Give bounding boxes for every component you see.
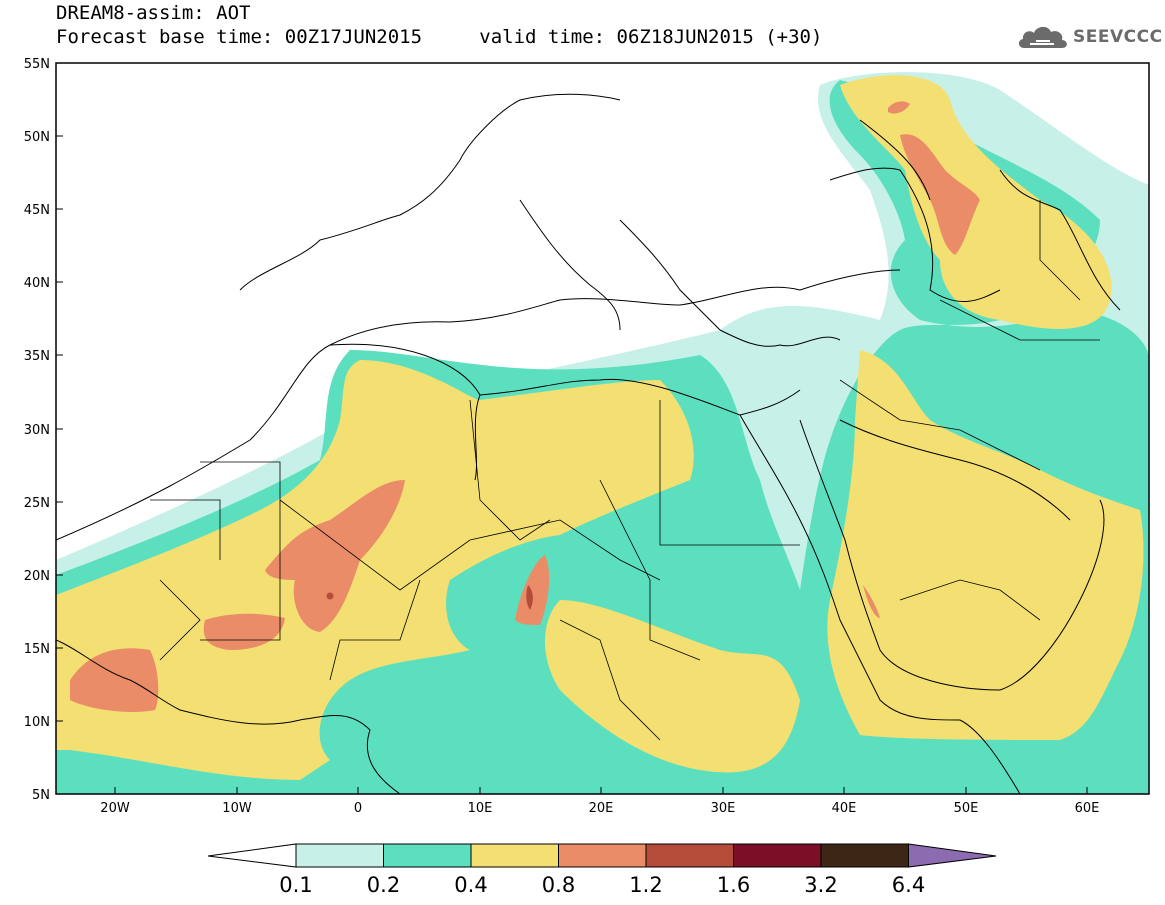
forecast-base-time: Forecast base time: 00Z17JUN2015 xyxy=(56,26,423,48)
colorbar-bin xyxy=(295,843,384,868)
aot-contour-0.4-sahara xyxy=(56,360,694,780)
aot-contour-0.4-central xyxy=(545,600,800,773)
lon-label: 0 xyxy=(354,801,362,816)
colorbar-label: 6.4 xyxy=(892,873,925,897)
colorbar-label: 3.2 xyxy=(804,873,837,897)
lat-label: 10N xyxy=(24,715,50,730)
aot-contour-1.2-mali xyxy=(326,592,334,600)
coastlines xyxy=(56,93,1121,794)
map-subtitle: Forecast base time: 00Z17JUN2015 valid t… xyxy=(56,26,822,48)
aot-contour-0.8-mali xyxy=(265,480,405,632)
lat-label: 50N xyxy=(24,130,50,145)
latitude-axis: 55N 50N 45N 40N 35N 30N 25N 20N 15N 10N … xyxy=(24,57,63,803)
aot-contour-0.8-caspian xyxy=(900,134,980,255)
colorbar-bin xyxy=(645,843,734,868)
aot-contour-0.8-redsea xyxy=(863,585,880,618)
lon-label: 10E xyxy=(468,801,493,816)
lat-label: 45N xyxy=(24,203,50,218)
aot-contour-0.8-chad xyxy=(515,555,550,625)
colorbar-over-triangle xyxy=(908,843,997,868)
lon-label: 10W xyxy=(222,801,252,816)
country-borders xyxy=(150,200,1100,741)
valid-time: valid time: 06Z18JUN2015 (+30) xyxy=(479,26,823,48)
lat-label: 30N xyxy=(24,423,50,438)
lat-label: 40N xyxy=(24,276,50,291)
lat-label: 15N xyxy=(24,642,50,657)
colorbar-label: 0.2 xyxy=(367,873,400,897)
colorbar-label: 1.6 xyxy=(717,873,750,897)
lat-label: 35N xyxy=(24,349,50,364)
lon-label: 30E xyxy=(711,801,736,816)
lon-label: 60E xyxy=(1075,801,1100,816)
colorbar-bin xyxy=(820,843,909,868)
logo-text: SEEVCCC xyxy=(1073,27,1163,47)
colorbar-bin xyxy=(383,843,472,868)
aot-contour-0.8-senegal xyxy=(70,648,159,712)
aot-contour-0.8-mauritania xyxy=(203,613,285,650)
aot-contour-0.4-arabia xyxy=(827,350,1144,740)
colorbar-under-triangle xyxy=(207,843,297,868)
colorbar-bin xyxy=(558,843,647,868)
cloud-icon xyxy=(1018,26,1067,48)
colorbar-label: 0.1 xyxy=(279,873,312,897)
lat-label: 55N xyxy=(24,57,50,72)
lon-label: 20W xyxy=(100,801,130,816)
aot-field xyxy=(56,63,1149,794)
colorbar-bin xyxy=(733,843,822,868)
lat-label: 20N xyxy=(24,569,50,584)
lon-label: 50E xyxy=(954,801,979,816)
colorbar-label: 1.2 xyxy=(629,873,662,897)
map-title: DREAM8-assim: AOT xyxy=(56,2,251,24)
aot-contour-0.8-aral xyxy=(888,101,910,114)
lat-label: 5N xyxy=(32,788,50,803)
aot-contour-1.2 xyxy=(526,585,533,610)
lon-label: 40E xyxy=(832,801,857,816)
colorbar-label: 0.4 xyxy=(454,873,487,897)
colorbar-label: 0.8 xyxy=(542,873,575,897)
longitude-axis: 20W 10W 0 10E 20E 30E 40E 50E 60E xyxy=(100,787,1099,816)
lon-label: 20E xyxy=(589,801,614,816)
colorbar-bin xyxy=(470,843,559,868)
colorbar: 0.1 0.2 0.4 0.8 1.2 1.6 3.2 6.4 xyxy=(207,843,997,897)
lat-label: 25N xyxy=(24,496,50,511)
seevccc-logo: SEEVCCC xyxy=(1016,22,1163,52)
